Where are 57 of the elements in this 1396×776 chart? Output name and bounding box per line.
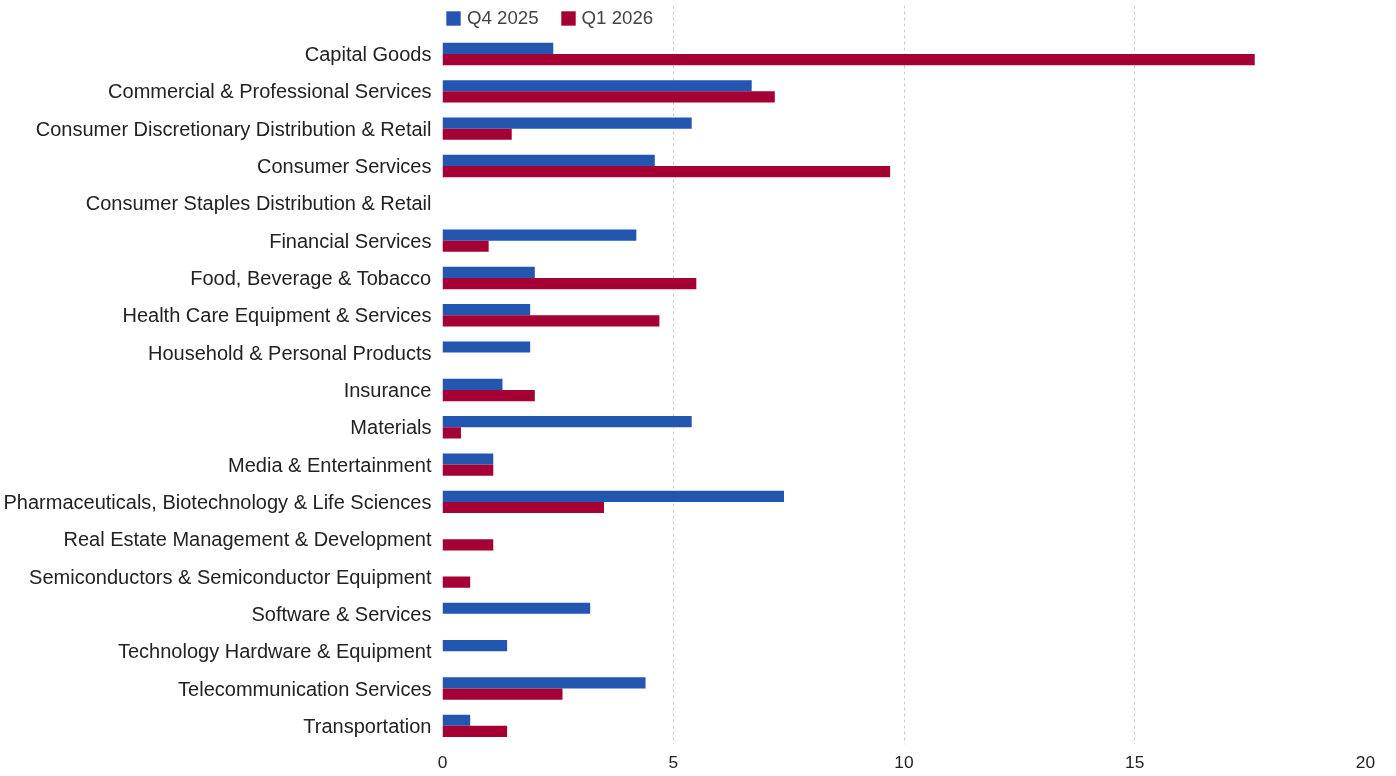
bar	[442, 315, 660, 327]
y-tick-label: Telecommunication Services	[178, 677, 432, 700]
bar	[442, 304, 531, 316]
bar	[442, 91, 775, 103]
bar	[442, 464, 494, 476]
bar	[442, 602, 591, 614]
bar	[442, 416, 692, 428]
y-tick-label: Media & Entertainment	[228, 453, 432, 476]
bar	[442, 490, 785, 502]
bar	[442, 389, 535, 402]
bar	[442, 378, 503, 390]
y-tick-label: Capital Goods	[304, 43, 432, 66]
x-tick-label: 0	[437, 751, 448, 772]
legend-label: Q1 2026	[581, 7, 654, 29]
x-tick-label: 10	[894, 751, 914, 772]
bar	[442, 277, 697, 290]
bar	[442, 54, 1255, 66]
y-tick-label: Consumer Discretionary Distribution & Retail	[35, 117, 432, 140]
y-tick-label: Consumer Staples Distribution & Retail	[85, 192, 432, 215]
y-tick-label: Commercial & Professional Services	[108, 80, 432, 103]
x-tick-label: 15	[1125, 751, 1145, 772]
legend-label: Q4 2025	[467, 7, 539, 29]
bar	[442, 165, 891, 178]
y-tick-label: Health Care Equipment & Services	[122, 304, 432, 327]
y-tick-label: Pharmaceuticals, Biotechnology & Life Sciences	[3, 490, 432, 513]
bar	[442, 725, 508, 738]
y-tick-label: Materials	[350, 416, 432, 439]
bar	[442, 714, 471, 726]
bar	[442, 427, 461, 439]
y-tick-label: Software & Services	[251, 602, 432, 625]
bar	[442, 117, 692, 129]
bar	[442, 501, 605, 514]
bar	[442, 639, 508, 652]
y-tick-label: Insurance	[343, 378, 432, 401]
x-tick-label: 5	[668, 751, 679, 772]
bar	[442, 154, 655, 166]
y-tick-label: Food, Beverage & Tobacco	[190, 266, 432, 289]
y-tick-label: Semiconductors & Semiconductor Equipment	[29, 565, 432, 588]
bar	[442, 240, 489, 252]
bar	[442, 688, 563, 700]
y-tick-label: Household & Personal Products	[148, 341, 432, 364]
y-tick-label: Consumer Services	[257, 154, 432, 177]
y-tick-label: Financial Services	[269, 229, 432, 252]
bar	[442, 42, 554, 55]
bar	[442, 128, 512, 140]
y-tick-label: Technology Hardware & Equipment	[117, 640, 432, 663]
bar	[442, 229, 637, 241]
bar	[442, 453, 494, 465]
bar	[442, 576, 471, 588]
x-tick-label: 20	[1355, 751, 1376, 772]
y-tick-label: Transportation	[303, 714, 432, 737]
y-tick-label: Real Estate Management & Development	[63, 528, 432, 551]
bar	[442, 341, 531, 353]
bar	[442, 677, 646, 689]
bar	[442, 80, 752, 92]
bar	[442, 539, 494, 551]
bar	[442, 266, 535, 278]
